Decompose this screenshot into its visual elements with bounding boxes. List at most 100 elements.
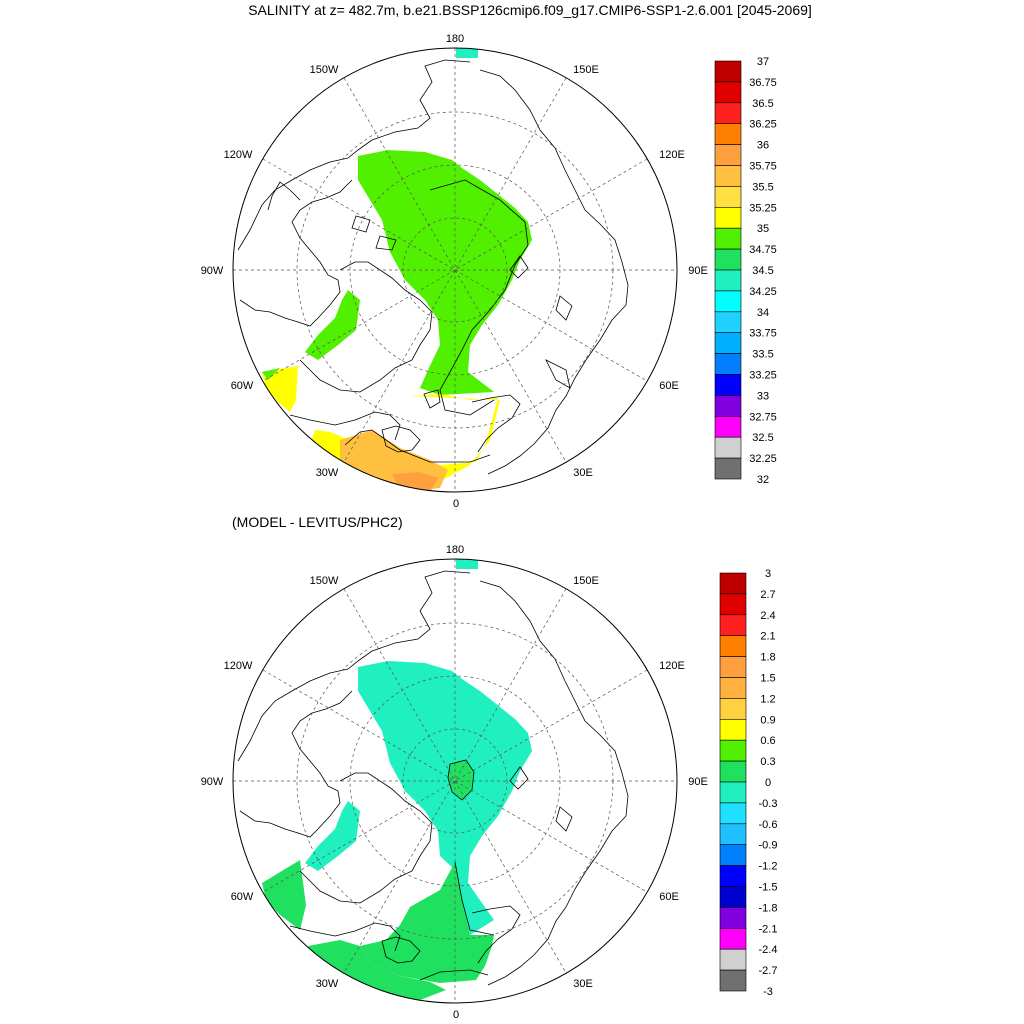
colorbar-bottom-swatch: [719, 865, 747, 887]
colorbar-top-swatch: [714, 207, 742, 229]
lon-label-60e: 60E: [659, 380, 679, 392]
lon-label-30w-b: 30W: [316, 978, 339, 990]
colorbar-bottom-tick-label: 2.1: [760, 631, 775, 643]
colorbar-top-swatch: [714, 60, 742, 83]
diff-region-pole-patch: [447, 759, 475, 801]
colorbar-bottom-tick-label: -0.9: [759, 840, 778, 852]
colorbar-bottom-tick-label: 0: [765, 777, 771, 789]
colorbar-bottom-swatch: [719, 948, 747, 971]
coastlines: [237, 59, 629, 475]
colorbar-top-swatch: [714, 144, 742, 166]
difference-panel-title: (MODEL - LEVITUS/PHC2): [232, 514, 403, 530]
diff-region-pacific-patch: [456, 559, 478, 569]
colorbar-top-swatch: [714, 436, 742, 459]
colorbar-top-tick-label: 35: [757, 223, 769, 235]
colorbar-bottom-tick-label: 0.9: [760, 714, 775, 726]
colorbar-top-tick-label: 37: [757, 56, 769, 68]
colorbar-top-tick-label: 34.5: [752, 265, 773, 277]
field-region-pacific-patch: [456, 48, 478, 58]
colorbar-bottom-tick-label: -2.1: [759, 923, 778, 935]
colorbar-bottom-tick-label: -3: [763, 986, 773, 998]
colorbar-top-tick-label: 36.75: [749, 77, 777, 89]
colorbar-bottom-tick-label: -1.5: [759, 882, 778, 894]
colorbar-top-swatch: [714, 353, 742, 375]
colorbar-top-tick-label: 33: [757, 390, 769, 402]
colorbar-bottom-swatch: [719, 635, 747, 657]
colorbar-bottom-tick-label: 0.3: [760, 756, 775, 768]
field-region-baffin: [305, 290, 360, 360]
diff-region-atlantic: [308, 940, 446, 1000]
colorbar-bottom-swatch: [719, 677, 747, 699]
colorbar-bottom-swatch: [719, 927, 747, 950]
lon-label-0-b: 0: [453, 1009, 459, 1021]
colorbar-top-tick-label: 34: [757, 307, 769, 319]
colorbar-bottom-tick-label: 0.6: [760, 735, 775, 747]
graticule: [233, 48, 677, 492]
colorbar-bottom-swatch: [719, 718, 747, 741]
lon-label-60w-b: 60W: [231, 891, 254, 903]
colorbar-bottom-tick-label: 3: [765, 568, 771, 580]
colorbar-bottom-tick-label: -1.2: [759, 861, 778, 873]
colorbar-top-swatch: [714, 248, 742, 271]
colorbar-salinity: 37 36.75 36.5 36.25 36 35.75 35.5 35.25 35 34.75 3…: [714, 56, 777, 486]
lon-label-90w-b: 90W: [201, 776, 224, 788]
lon-label-120w-b: 120W: [224, 660, 253, 672]
lon-label-120w: 120W: [224, 149, 253, 161]
colorbar-top-swatch: [714, 290, 742, 313]
colorbar-bottom-swatch: [719, 886, 747, 908]
colorbar-bottom-tick-label: -0.3: [759, 798, 778, 810]
colorbar-top-swatch: [714, 81, 742, 104]
lon-label-90e-b: 90E: [688, 776, 708, 788]
colorbar-bottom-tick-label: -0.6: [759, 819, 778, 831]
colorbar-bottom-swatch: [719, 802, 747, 825]
salinity-map: 180 150W 150E 120W 120E 90W 90E 60W 60E …: [201, 33, 708, 510]
colorbar-bottom-swatch: [719, 614, 747, 636]
colorbar-top-swatch: [714, 165, 742, 187]
lon-label-120e: 120E: [659, 149, 685, 161]
colorbar-bottom-tick-label: 2.4: [760, 610, 775, 622]
colorbar-difference: 3 2.7 2.4 2.1 1.8 1.5 1.2 0.9 0.6 0.3 0 -0.3 -0.6 -0.…: [719, 568, 778, 998]
coastlines-bottom: [237, 570, 629, 986]
lon-label-150e-b: 150E: [573, 575, 599, 587]
diff-region-baffin: [305, 801, 360, 871]
lon-label-180-b: 180: [446, 544, 464, 556]
diff-region-labrador: [262, 860, 306, 930]
colorbar-bottom-tick-label: 1.8: [760, 652, 775, 664]
colorbar-top-swatch: [714, 415, 742, 438]
colorbar-bottom-tick-label: 1.5: [760, 673, 775, 685]
colorbar-top-tick-label: 32.25: [749, 453, 777, 465]
figure-title: SALINITY at z= 482.7m, b.e21.BSSP126cmip…: [248, 2, 812, 18]
colorbar-top-swatch: [714, 123, 742, 145]
lon-label-180: 180: [446, 33, 464, 45]
colorbar-top-tick-label: 32: [757, 474, 769, 486]
colorbar-top-swatch: [714, 374, 742, 396]
colorbar-bottom-swatch: [719, 969, 747, 992]
colorbar-top-swatch: [714, 457, 742, 480]
colorbar-bottom-swatch: [719, 739, 747, 762]
colorbar-bottom-swatch: [719, 698, 747, 720]
colorbar-top-swatch: [714, 102, 742, 125]
colorbar-bottom-swatch: [719, 656, 747, 678]
colorbar-top-tick-label: 35.5: [752, 181, 773, 193]
colorbar-bottom-tick-label: 2.7: [760, 589, 775, 601]
colorbar-bottom-swatch: [719, 572, 747, 595]
colorbar-bottom-swatch: [719, 781, 747, 804]
colorbar-top-tick-label: 35.75: [749, 161, 777, 173]
colorbar-bottom-tick-label: -1.8: [759, 902, 778, 914]
colorbar-top-swatch: [714, 332, 742, 354]
colorbar-bottom-tick-label: 1.2: [760, 693, 775, 705]
lon-label-150w-b: 150W: [310, 575, 339, 587]
lon-label-30w: 30W: [316, 467, 339, 479]
colorbar-bottom-tick-label: -2.7: [759, 965, 778, 977]
colorbar-top-tick-label: 34.25: [749, 286, 777, 298]
colorbar-top-tick-label: 36: [757, 140, 769, 152]
colorbar-bottom-swatch: [719, 844, 747, 866]
colorbar-top-tick-label: 36.5: [752, 98, 773, 110]
colorbar-top-swatch: [714, 227, 742, 250]
graticule-bottom: [233, 559, 677, 1003]
colorbar-top-tick-label: 32.5: [752, 432, 773, 444]
colorbar-top-tick-label: 33.75: [749, 328, 777, 340]
colorbar-bottom-swatch: [719, 907, 747, 929]
colorbar-bottom-swatch: [719, 593, 747, 616]
